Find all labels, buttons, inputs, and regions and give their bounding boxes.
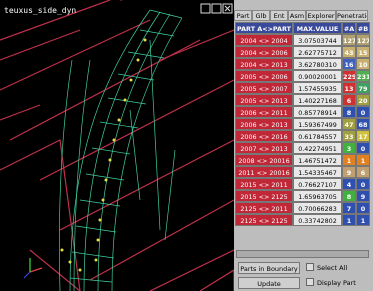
column-header[interactable]: #A [342, 22, 356, 34]
part-pair[interactable]: 2005 <> 2006 [235, 70, 293, 82]
select-all-checkbox[interactable]: Select All [306, 263, 347, 273]
h-scrollbar[interactable] [236, 250, 369, 258]
max-value[interactable]: 1.59367499 [293, 118, 342, 130]
display-part-checkbox[interactable]: Display Part [306, 278, 356, 288]
count[interactable]: 229 [342, 70, 356, 82]
update-button[interactable]: Update [238, 277, 300, 289]
part-pair[interactable]: 2015 <> 2011 [235, 178, 293, 190]
count[interactable]: 1 [342, 154, 356, 166]
count[interactable]: 6 [356, 166, 370, 178]
count[interactable]: 47 [342, 118, 356, 130]
max-value[interactable]: 0.90020001 [293, 70, 342, 82]
count[interactable]: 9 [356, 190, 370, 202]
count[interactable]: 0 [356, 142, 370, 154]
max-value[interactable]: 3.07503744 [293, 34, 342, 46]
part-pair[interactable]: 2006 <> 2016 [235, 130, 293, 142]
part-pair[interactable]: 2004 <> 2004 [235, 34, 293, 46]
count[interactable]: 17 [356, 130, 370, 142]
boundary-dropdown[interactable]: Parts in Boundary [238, 262, 300, 274]
part-pair[interactable]: 2006 <> 2013 [235, 118, 293, 130]
count[interactable]: 15 [356, 46, 370, 58]
select-all-label: Select All [317, 264, 347, 272]
count[interactable]: 1 [342, 214, 356, 226]
max-value[interactable]: 1.57455935 [293, 82, 342, 94]
part-pair[interactable]: 2008 <> 20016 [235, 154, 293, 166]
part-pair[interactable]: 2007 <> 2013 [235, 142, 293, 154]
max-value[interactable]: 2.62775712 [293, 46, 342, 58]
viewport: teuxus_side_dyn [0, 0, 234, 291]
max-value[interactable]: 0.42274951 [293, 142, 342, 154]
count[interactable]: 33 [342, 130, 356, 142]
max-value[interactable]: 0.33742802 [293, 214, 342, 226]
part-pair[interactable]: 2004 <> 2013 [235, 58, 293, 70]
count[interactable]: 127 [356, 34, 370, 46]
tab[interactable]: Penetratio [336, 10, 368, 21]
viewport-title: teuxus_side_dyn [4, 6, 76, 15]
part-pair[interactable]: 2011 <> 20016 [235, 166, 293, 178]
count[interactable]: 43 [342, 46, 356, 58]
count[interactable]: 8 [342, 106, 356, 118]
part-pair[interactable]: 2006 <> 2011 [235, 106, 293, 118]
column-header[interactable]: PART A<>PART [235, 22, 293, 34]
count[interactable]: 127 [342, 34, 356, 46]
part-pair[interactable]: 2005 <> 2013 [235, 94, 293, 106]
part-pair[interactable]: 2015 <> 2125 [235, 190, 293, 202]
tab[interactable]: Glb [252, 10, 270, 21]
column-header[interactable]: #B [356, 22, 370, 34]
count[interactable]: 16 [342, 58, 356, 70]
count[interactable]: 68 [356, 118, 370, 130]
display-part-label: Display Part [317, 279, 356, 287]
count[interactable]: 1 [356, 214, 370, 226]
count[interactable]: 13 [342, 82, 356, 94]
part-pair[interactable]: 2125 <> 2011 [235, 202, 293, 214]
count[interactable]: 1 [356, 154, 370, 166]
count[interactable]: 3 [342, 142, 356, 154]
max-value[interactable]: 1.65963705 [293, 190, 342, 202]
count[interactable]: 7 [342, 202, 356, 214]
max-value[interactable]: 0.70066283 [293, 202, 342, 214]
max-value[interactable]: 3.62780310 [293, 58, 342, 70]
max-value[interactable]: 0.61784557 [293, 130, 342, 142]
part-pair[interactable]: 2125 <> 2125 [235, 214, 293, 226]
count[interactable]: 79 [356, 82, 370, 94]
count[interactable]: 9 [342, 166, 356, 178]
count[interactable]: 8 [342, 190, 356, 202]
tab[interactable]: Asm [288, 10, 306, 21]
count[interactable]: 10 [356, 58, 370, 70]
count[interactable]: 231 [356, 70, 370, 82]
side-panel: Parts in Boundary Select All Update Disp… [234, 0, 373, 291]
tab[interactable]: Explorer [306, 10, 336, 21]
tab[interactable]: Ent [270, 10, 288, 21]
count[interactable]: 20 [356, 94, 370, 106]
count[interactable]: 4 [342, 178, 356, 190]
column-header[interactable]: MAX.VALUE [293, 22, 342, 34]
max-value[interactable]: 1.46751472 [293, 154, 342, 166]
max-value[interactable]: 1.54335467 [293, 166, 342, 178]
count[interactable]: 0 [356, 202, 370, 214]
max-value[interactable]: 1.40227168 [293, 94, 342, 106]
part-pair[interactable]: 2004 <> 2006 [235, 46, 293, 58]
count[interactable]: 6 [342, 94, 356, 106]
count[interactable]: 0 [356, 106, 370, 118]
part-pair[interactable]: 2005 <> 2007 [235, 82, 293, 94]
count[interactable]: 0 [356, 178, 370, 190]
max-value[interactable]: 0.85778914 [293, 106, 342, 118]
max-value[interactable]: 0.76627107 [293, 178, 342, 190]
tab[interactable]: Part [234, 10, 252, 21]
page: teuxus_side_dyn Parts in Boundary Select… [0, 0, 373, 291]
